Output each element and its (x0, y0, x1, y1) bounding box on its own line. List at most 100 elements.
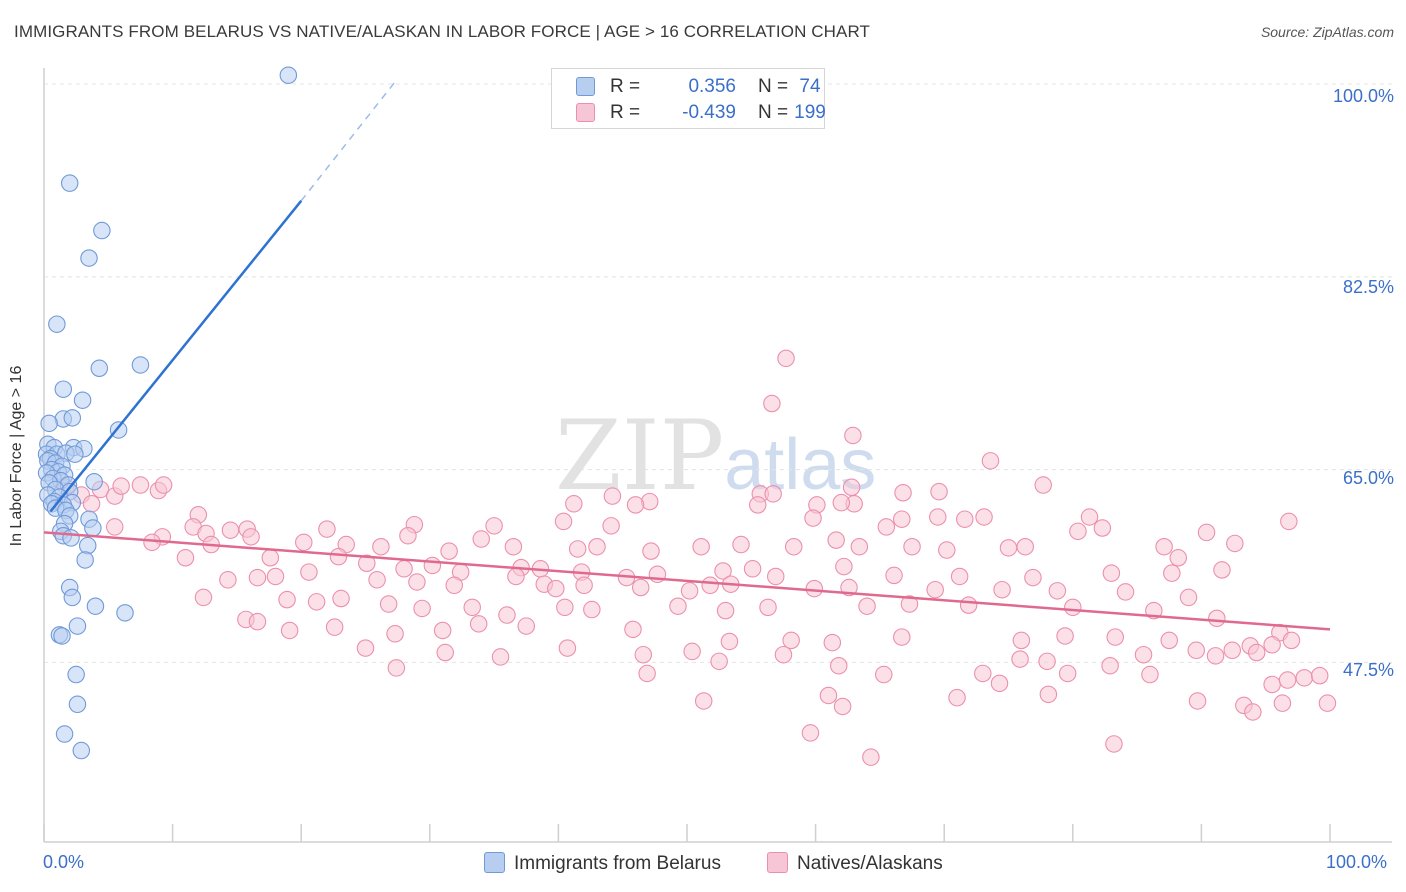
native-point (82, 495, 101, 513)
native-point (413, 599, 431, 618)
native-point (547, 579, 565, 598)
native-point (680, 582, 699, 600)
native-point (1163, 564, 1181, 582)
native-point (732, 535, 750, 554)
native-point (640, 492, 659, 511)
native-point (743, 560, 762, 578)
native-point (278, 590, 296, 609)
native-point (445, 576, 463, 595)
belarus-point (66, 445, 84, 463)
native-point (805, 579, 824, 598)
native-point (1105, 735, 1123, 753)
belarus-point (55, 725, 74, 743)
belarus-point (279, 66, 298, 84)
legend-r-label: R = (610, 102, 641, 123)
native-point (332, 589, 350, 608)
native-point (280, 621, 299, 640)
native-point (763, 394, 781, 413)
native-point (1244, 703, 1262, 721)
belarus-point (93, 221, 111, 240)
native-point (1069, 522, 1087, 541)
native-point (804, 509, 822, 527)
native-point (1187, 641, 1206, 660)
legend-r-value: 0.356 (688, 76, 736, 97)
native-point (694, 692, 713, 710)
native-point (517, 617, 535, 635)
native-point (801, 724, 820, 742)
legend-swatch-blue (576, 77, 595, 96)
native-point (440, 542, 458, 560)
native-point (143, 533, 161, 552)
native-point (603, 487, 622, 505)
native-point (1011, 650, 1029, 668)
y-tick-label-82-5: 82.5% (1342, 277, 1394, 297)
native-point (833, 697, 852, 716)
legend-r-label: R = (610, 76, 641, 97)
belarus-point (54, 380, 73, 398)
native-point (638, 664, 656, 683)
belarus-point (90, 359, 109, 378)
native-point (356, 639, 375, 657)
native-point (325, 618, 344, 636)
native-point (556, 598, 574, 617)
watermark-zip: ZIP (555, 400, 725, 512)
correlation-legend: R = 0.356 N = 74 R = -0.439 N = 199 (551, 68, 826, 129)
native-point (1102, 564, 1121, 582)
native-point (1247, 643, 1266, 662)
belarus-point (76, 551, 94, 569)
native-point (993, 580, 1011, 599)
chart-title: IMMIGRANTS FROM BELARUS VS NATIVE/ALASKA… (14, 22, 871, 41)
native-point (714, 562, 732, 580)
native-point (1080, 508, 1099, 526)
native-point (930, 482, 948, 501)
native-point (981, 452, 1000, 470)
native-point (469, 615, 488, 633)
native-point (261, 549, 280, 567)
belarus-point (131, 356, 150, 374)
native-point (748, 496, 767, 514)
native-point (1024, 568, 1042, 587)
native-point (1188, 692, 1207, 710)
native-point (850, 537, 869, 556)
native-point (1064, 598, 1082, 617)
native-point (248, 612, 267, 631)
native-point (433, 621, 452, 640)
native-point (959, 596, 978, 614)
native-point (154, 476, 173, 494)
native-point (219, 571, 237, 589)
native-point (823, 633, 842, 652)
native-point (408, 573, 426, 591)
legend-swatch-pink (767, 852, 788, 873)
native-point (1179, 588, 1198, 607)
native-point (990, 674, 1009, 693)
legend-n-value: 199 (794, 102, 826, 123)
native-point (669, 597, 687, 615)
native-point (832, 493, 851, 512)
native-point (105, 518, 124, 536)
native-point (1038, 652, 1056, 671)
belarus-point (85, 472, 103, 491)
native-point (295, 533, 313, 552)
legend-swatch-blue (484, 852, 505, 873)
belarus-point (80, 249, 98, 267)
y-tick-label-65: 65.0% (1342, 468, 1394, 488)
native-point (720, 632, 739, 651)
belarus-point (40, 414, 58, 433)
native-point (975, 508, 993, 526)
belarus-point (84, 519, 102, 537)
native-point (1280, 512, 1298, 531)
native-point (583, 600, 601, 619)
native-point (194, 588, 213, 607)
native-point (463, 598, 481, 617)
legend-n-label: N = (758, 102, 789, 123)
native-point (885, 566, 903, 585)
native-point (507, 567, 525, 586)
native-point (112, 477, 130, 495)
belarus-point (53, 627, 71, 645)
native-point (248, 568, 267, 587)
native-point (710, 652, 728, 671)
belarus-point (60, 174, 79, 192)
native-point (1160, 631, 1179, 650)
native-point (221, 521, 240, 539)
